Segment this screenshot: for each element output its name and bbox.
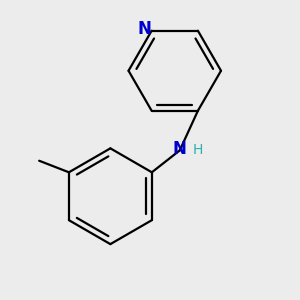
Text: H: H — [193, 143, 203, 158]
Text: N: N — [173, 140, 187, 158]
Text: N: N — [137, 20, 151, 38]
